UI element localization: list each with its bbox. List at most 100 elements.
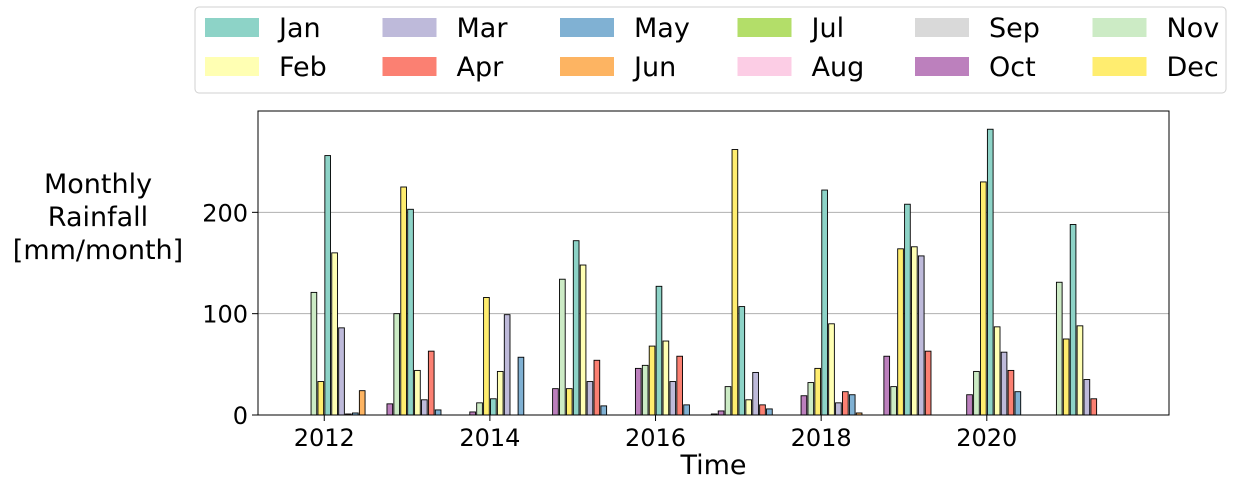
- bar-2020-jan: [986, 128, 994, 416]
- y-axis-label: Monthly Rainfall [mm/month]: [13, 169, 183, 266]
- bar-2015-may: [600, 405, 608, 416]
- bar-2019-nov: [973, 370, 980, 416]
- bar-2017-oct: [800, 395, 808, 416]
- legend-swatch-apr: [382, 57, 437, 76]
- legend-label-sep: Sep: [989, 13, 1040, 44]
- bar-2014-mar: [503, 314, 511, 416]
- bar-2018-jan: [821, 189, 828, 416]
- bar-2019-mar: [917, 255, 925, 416]
- bar-2017-mar: [752, 371, 759, 416]
- bar-2013-dec: [483, 297, 490, 416]
- bar-2013-apr: [427, 350, 435, 416]
- x-tick-label: 2016: [625, 424, 686, 452]
- bar-2018-feb: [828, 323, 835, 416]
- gridlines: [258, 211, 1169, 315]
- y-axis-label-line: Rainfall: [48, 202, 148, 233]
- bar-2012-mar: [338, 327, 345, 416]
- legend: Jan Feb Mar Apr May Jun Jul Aug Sep Oct Nov Dec: [194, 6, 1227, 94]
- bar-2012-dec: [400, 186, 407, 416]
- legend-swatch-may: [560, 18, 614, 37]
- bar-2012-nov: [393, 313, 401, 416]
- legend-label-nov: Nov: [1167, 13, 1220, 44]
- bar-2017-jan: [738, 306, 746, 416]
- bar-2019-apr: [924, 350, 932, 416]
- legend-swatch-aug: [737, 57, 792, 76]
- bar-2014-may: [517, 356, 525, 416]
- bar-2021-mar: [1083, 379, 1091, 416]
- legend-label-dec: Dec: [1167, 52, 1219, 83]
- legend-swatch-nov: [1092, 18, 1147, 37]
- bar-2016-dec: [731, 149, 739, 416]
- bar-2019-jan: [904, 203, 911, 416]
- legend-label-oct: Oct: [989, 52, 1036, 83]
- y-tick-label: 100: [202, 301, 248, 329]
- bar-2011-dec: [317, 381, 325, 416]
- bar-2014-feb: [496, 370, 504, 416]
- bar-2017-may: [766, 408, 773, 416]
- bar-2019-dec: [980, 181, 987, 416]
- bar-2015-feb: [579, 264, 587, 416]
- bars: [310, 128, 1098, 416]
- bar-2019-oct: [966, 394, 973, 416]
- x-axis-label: Time: [679, 450, 746, 481]
- bar-2018-mar: [835, 402, 842, 416]
- x-axis-ticks: 2012 2014 2016 2018 2020: [294, 415, 1017, 452]
- legend-swatch-oct: [915, 57, 969, 76]
- bar-2013-may: [434, 409, 442, 416]
- bar-2015-jan: [572, 240, 580, 416]
- y-axis-label-line: Monthly: [44, 169, 152, 200]
- legend-swatch-feb: [205, 57, 259, 76]
- y-axis-label-line: [mm/month]: [13, 235, 183, 266]
- bar-2019-feb: [911, 246, 918, 416]
- legend-swatch-jun: [560, 57, 614, 76]
- bar-2015-dec: [648, 345, 656, 416]
- bar-2017-apr: [759, 404, 766, 416]
- bar-2016-feb: [662, 340, 670, 416]
- bar-2020-may: [1014, 391, 1022, 416]
- legend-swatch-mar: [382, 18, 437, 37]
- bar-2012-jan: [324, 155, 332, 416]
- legend-swatch-jan: [205, 18, 259, 37]
- bar-2021-jan: [1069, 224, 1077, 416]
- bar-2020-mar: [1000, 351, 1008, 416]
- bar-2015-oct: [634, 367, 642, 416]
- bar-2013-feb: [414, 369, 421, 416]
- legend-swatch-jul: [737, 18, 792, 37]
- legend-label-apr: Apr: [457, 52, 505, 83]
- bar-2016-nov: [724, 386, 732, 416]
- legend-label-jul: Jul: [810, 13, 845, 44]
- bar-2013-jan: [407, 208, 414, 416]
- y-tick-label: 0: [233, 402, 248, 430]
- bar-2016-mar: [669, 381, 677, 416]
- bar-2021-apr: [1090, 398, 1098, 416]
- bar-2017-nov: [807, 382, 815, 416]
- bar-2013-nov: [476, 402, 483, 416]
- bar-2014-nov: [559, 278, 566, 416]
- bar-2018-dec: [897, 248, 904, 416]
- legend-label-jun: Jun: [632, 52, 676, 83]
- bar-2018-nov: [890, 386, 897, 416]
- plot-frame: [257, 110, 1170, 416]
- legend-frame: [194, 6, 1227, 94]
- legend-label-mar: Mar: [457, 13, 509, 44]
- bar-2020-nov: [1055, 281, 1063, 416]
- y-axis-ticks: 0 100 200: [202, 199, 258, 430]
- bar-2012-oct: [386, 403, 394, 416]
- bar-2016-apr: [676, 355, 683, 416]
- bar-2017-feb: [745, 399, 752, 416]
- bar-2012-jun: [358, 390, 366, 416]
- bar-2015-apr: [593, 359, 601, 416]
- legend-label-feb: Feb: [279, 52, 327, 83]
- x-tick-label: 2012: [294, 424, 355, 452]
- bar-2012-feb: [331, 252, 338, 416]
- legend-swatch-sep: [915, 18, 969, 37]
- bar-2016-oct: [717, 410, 725, 416]
- bar-2015-mar: [586, 381, 594, 416]
- bar-2016-jan: [655, 285, 663, 416]
- bar-2014-oct: [552, 388, 559, 416]
- x-tick-label: 2018: [791, 424, 852, 452]
- x-tick-label: 2020: [956, 424, 1017, 452]
- bar-2020-feb: [993, 326, 1001, 416]
- y-tick-label: 200: [202, 199, 248, 227]
